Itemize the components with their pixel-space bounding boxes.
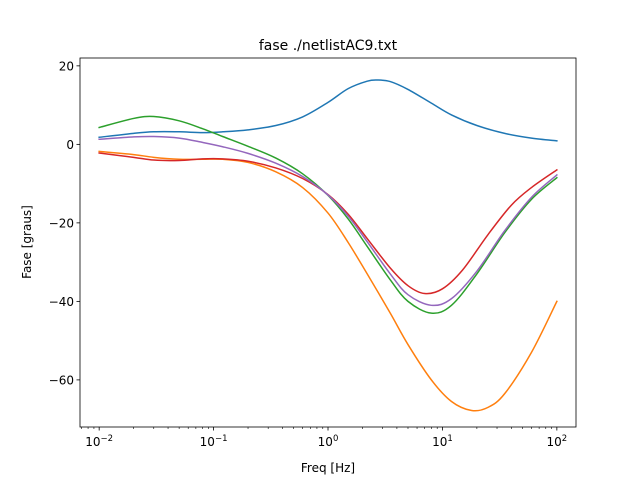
chart-title: fase ./netlistAC9.txt <box>259 38 398 54</box>
series-line-3 <box>98 115 558 315</box>
y-tick-label: −20 <box>49 216 74 230</box>
series-layer <box>98 79 558 412</box>
y-tick-label: −40 <box>49 295 74 309</box>
y-tick-label: −60 <box>49 373 74 387</box>
y-tick-label: 0 <box>66 138 74 152</box>
x-tick-label: 10−2 <box>85 434 113 449</box>
x-tick-label: 101 <box>432 434 453 449</box>
series-line-5 <box>98 135 558 307</box>
x-tick-label: 10−1 <box>200 434 228 449</box>
x-axis-label: Freq [Hz] <box>301 461 355 475</box>
series-line-1 <box>98 79 558 142</box>
x-tick-label: 100 <box>318 434 339 449</box>
y-tick-label: 20 <box>59 59 74 73</box>
y-axis: 20 0 −20 −40 −60 <box>49 59 80 387</box>
series-line-4 <box>98 152 558 295</box>
x-tick-label: 102 <box>547 434 568 449</box>
y-axis-label: Fase [graus] <box>20 205 34 279</box>
x-axis: 10−2 10−1 100 101 102 <box>81 427 567 449</box>
